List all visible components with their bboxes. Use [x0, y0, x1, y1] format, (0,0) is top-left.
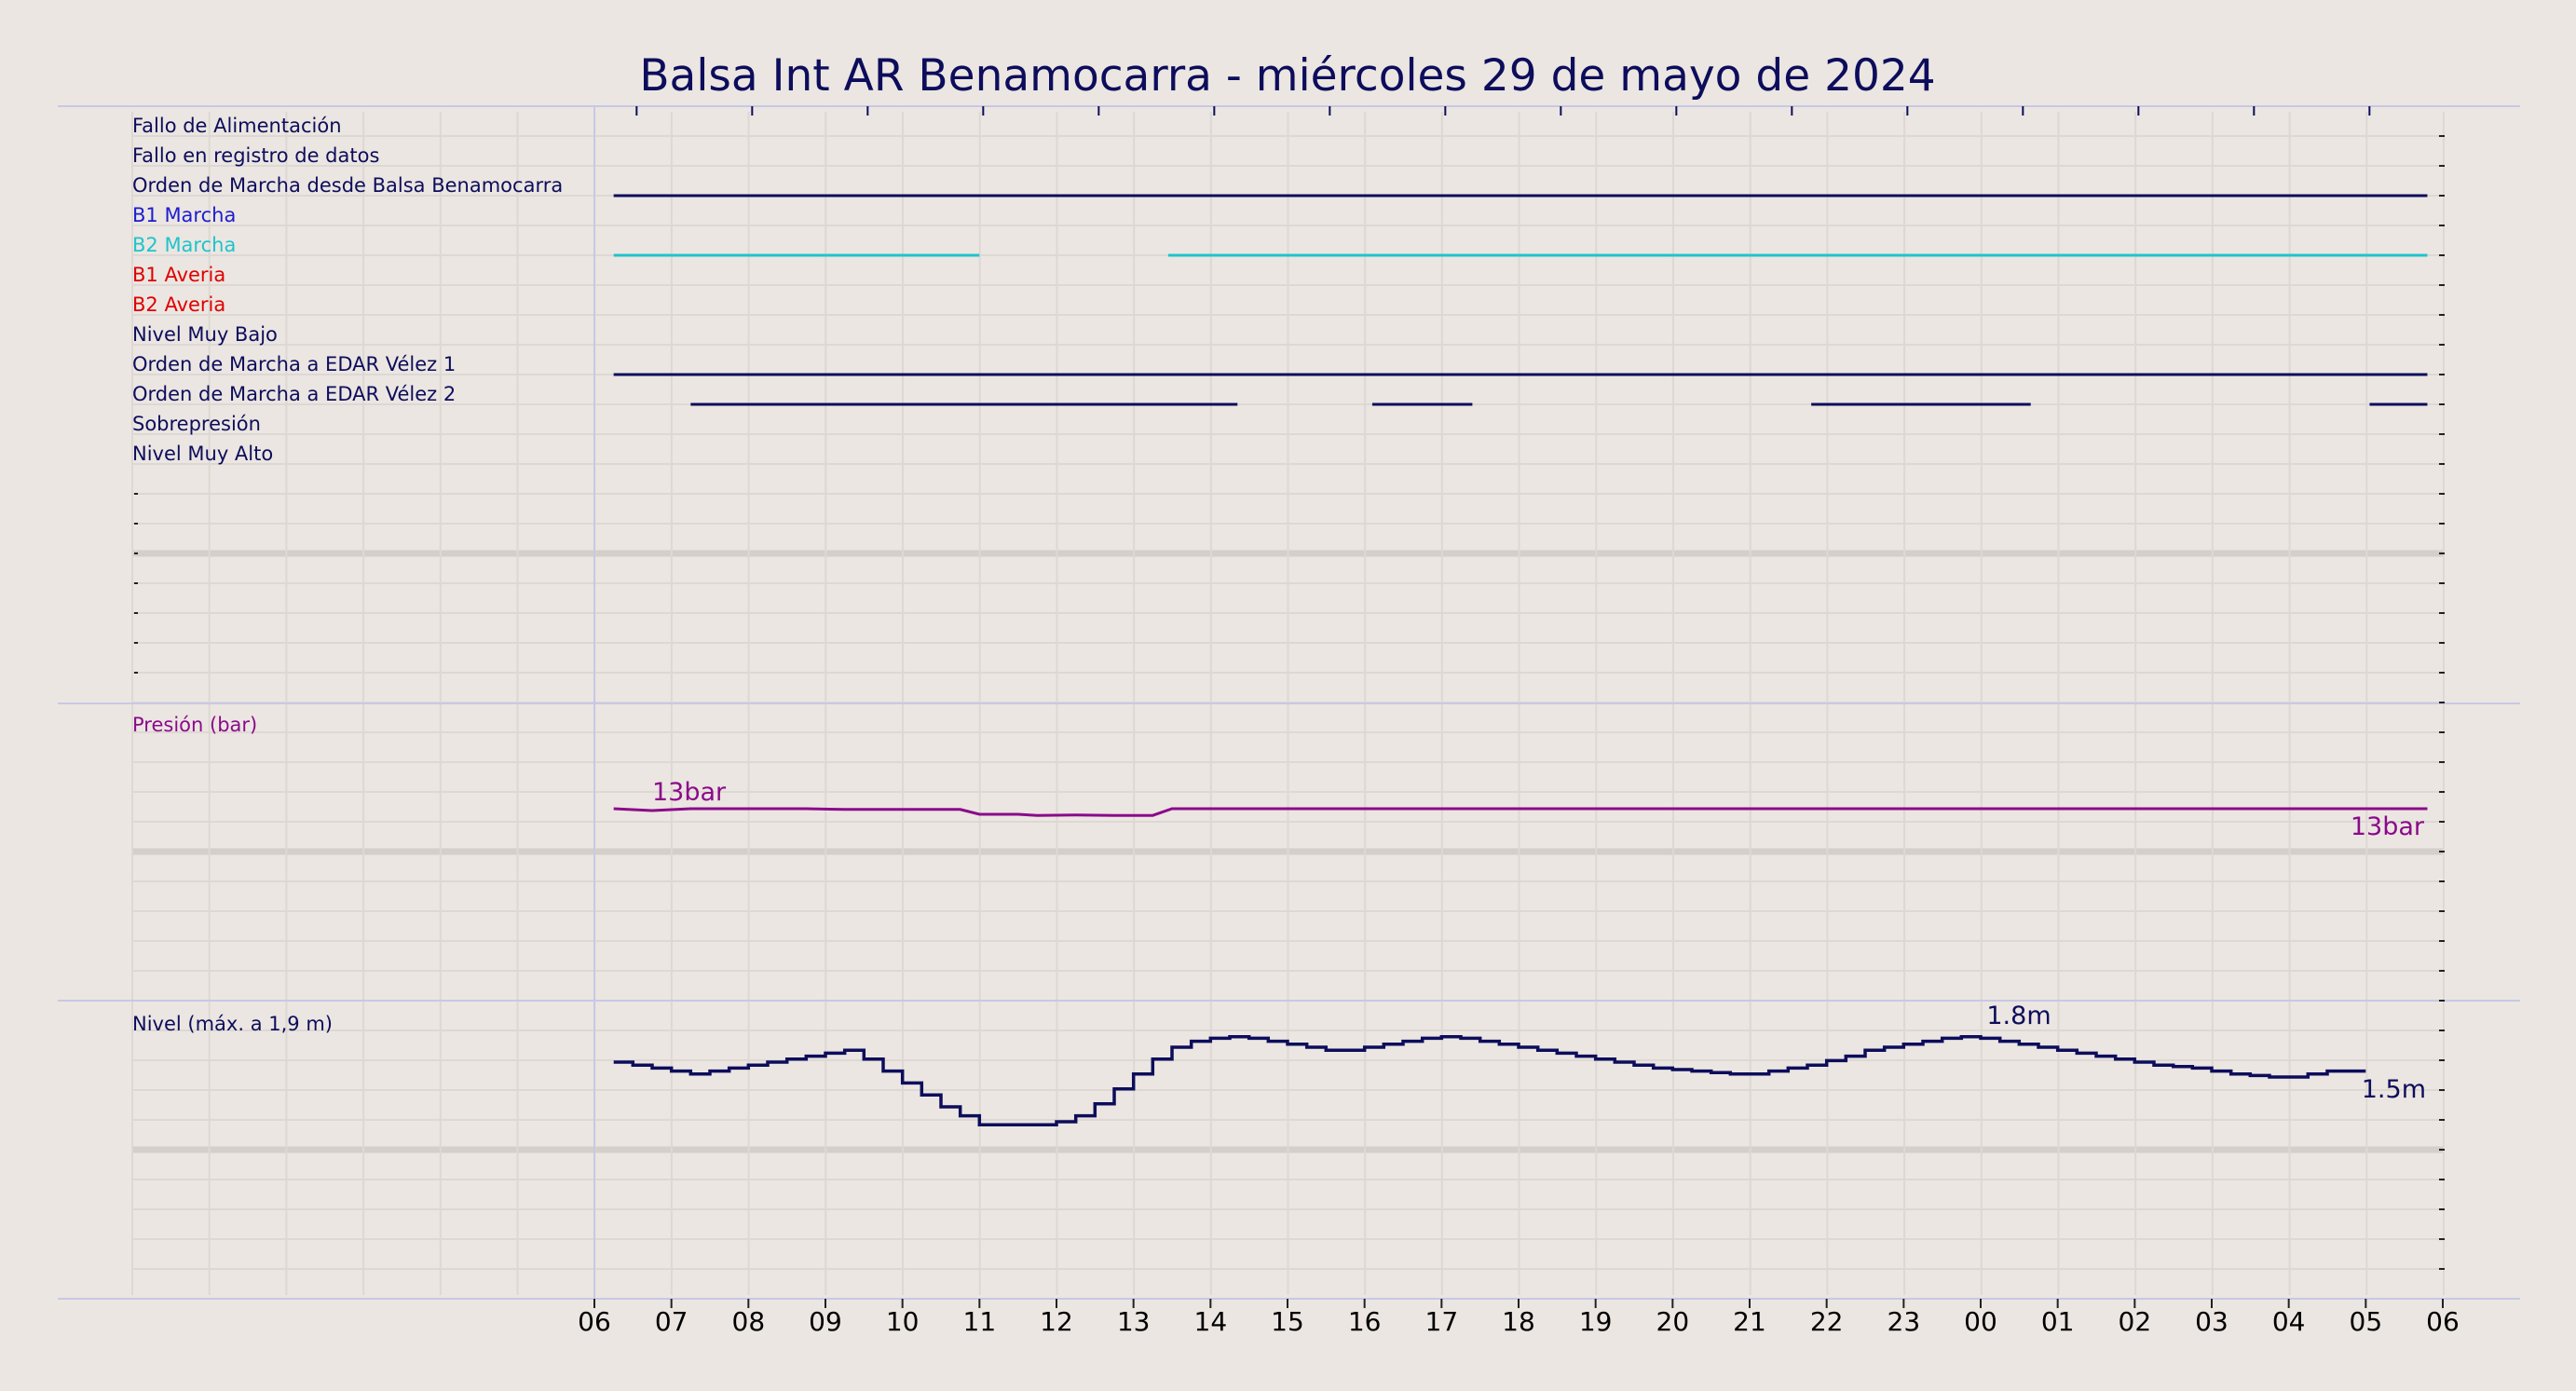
right-axis-ticks	[134, 135, 2445, 1270]
x-tick-label: 15	[1271, 1306, 1304, 1337]
x-tick-label: 21	[1733, 1306, 1766, 1337]
x-tick-label: 20	[1656, 1306, 1690, 1337]
level-label: Nivel (máx. a 1,9 m)	[132, 1013, 333, 1035]
level-annotation-max: 1.8m	[1986, 1002, 2051, 1030]
x-tick-label: 02	[2119, 1306, 2152, 1337]
x-tick-label: 14	[1194, 1306, 1228, 1337]
pressure-annotation-end: 13bar	[2351, 812, 2425, 841]
signal-label: Nivel Muy Alto	[132, 443, 273, 465]
signal-label: Sobrepresión	[132, 413, 261, 435]
signal-label: B1 Averia	[132, 264, 225, 286]
signal-label: Orden de Marcha desde Balsa Benamocarra	[132, 174, 563, 197]
x-tick-label: 12	[1040, 1306, 1073, 1337]
signal-label: Orden de Marcha a EDAR Vélez 1	[132, 353, 456, 375]
signal-label: Orden de Marcha a EDAR Vélez 2	[132, 383, 456, 405]
signal-label: Fallo de Alimentación	[132, 115, 342, 137]
x-tick-label: 11	[963, 1306, 997, 1337]
x-tick-label: 06	[2426, 1306, 2460, 1337]
level-panel: Nivel (máx. a 1,9 m) 1.8m 1.5m	[132, 1002, 2426, 1126]
signal-label: Fallo en registro de datos	[132, 144, 379, 167]
x-tick-label: 17	[1425, 1306, 1459, 1337]
signal-label: B2 Marcha	[132, 234, 236, 256]
chart-title: Balsa Int AR Benamocarra - miércoles 29 …	[639, 50, 1935, 102]
x-tick-label: 01	[2041, 1306, 2075, 1337]
background-grid	[131, 106, 2445, 1299]
x-tick-label: 00	[1964, 1306, 1997, 1337]
level-line	[613, 1035, 2366, 1126]
signal-label: B2 Averia	[132, 293, 225, 316]
x-axis: 06 07 08 09 10 11 12 13 14 15 16 17 18 19 20 21 22 23 00 01…	[578, 1299, 2460, 1337]
x-tick-label: 06	[578, 1306, 611, 1337]
x-tick-label: 04	[2272, 1306, 2306, 1337]
x-tick-label: 23	[1888, 1306, 1921, 1337]
x-tick-label: 19	[1579, 1306, 1613, 1337]
x-tick-label: 07	[655, 1306, 688, 1337]
panel-separators	[58, 105, 2520, 1300]
x-tick-label: 09	[809, 1306, 842, 1337]
pressure-panel: Presión (bar) 13bar 13bar	[132, 714, 2428, 841]
signal-label: Nivel Muy Bajo	[132, 323, 278, 346]
x-tick-label: 10	[886, 1306, 920, 1337]
pressure-line	[613, 807, 2428, 817]
top-axis-ticks	[635, 106, 2371, 116]
x-tick-label: 16	[1348, 1306, 1382, 1337]
x-tick-label: 08	[732, 1306, 766, 1337]
signals-panel: Fallo de Alimentación Fallo en registro d…	[132, 115, 2428, 465]
level-annotation-end: 1.5m	[2362, 1075, 2426, 1104]
x-tick-label: 03	[2195, 1306, 2228, 1337]
x-tick-label: 22	[1810, 1306, 1844, 1337]
signal-label: B1 Marcha	[132, 204, 236, 226]
x-tick-label: 05	[2350, 1306, 2383, 1337]
pressure-annotation-start: 13bar	[652, 778, 727, 807]
x-tick-label: 18	[1502, 1306, 1535, 1337]
pressure-label: Presión (bar)	[132, 714, 257, 736]
x-tick-label: 13	[1117, 1306, 1151, 1337]
